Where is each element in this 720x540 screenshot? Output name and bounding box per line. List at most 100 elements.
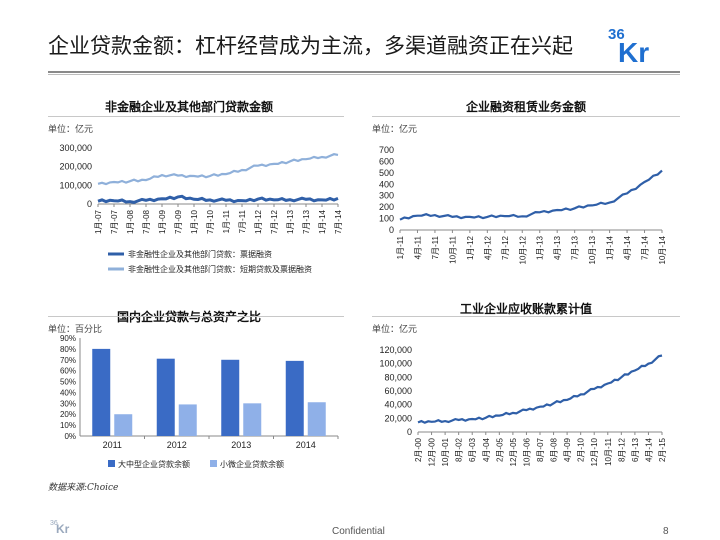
- y-tick-label: 50%: [60, 378, 76, 387]
- svg-text:36: 36: [608, 26, 625, 43]
- y-tick-label: 200: [379, 202, 394, 212]
- x-tick-label: 10月-01: [441, 437, 450, 466]
- x-tick-label: 1月-14: [606, 235, 615, 260]
- chart-ratio: 90% 80% 70% 60% 50%40% 30% 20% 10% 0% 2011 2012 201…: [60, 334, 339, 469]
- chart-nonfin: 300,000 200,000 100,000 01月-07 7月-07 1月-08 7月-…: [59, 143, 343, 274]
- header-rule: [48, 71, 680, 73]
- x-tick-label: 7月-13: [302, 209, 311, 234]
- x-tick-label: 8月-12: [617, 437, 626, 462]
- x-tick-label: 2月-00: [414, 437, 423, 462]
- x-tick-label: 7月-14: [334, 209, 343, 234]
- bar: [92, 348, 111, 436]
- x-tick-label: 6月-03: [468, 437, 477, 462]
- chart-receivable: 120,000100,00080,00060,00040,00020,00002…: [379, 345, 667, 466]
- x-tick-label: 12月-00: [428, 437, 437, 466]
- y-tick-label: 30%: [60, 399, 76, 408]
- chart-rule: [48, 116, 344, 117]
- unit-label: 单位：亿元: [372, 325, 418, 335]
- y-tick-label: 40,000: [384, 400, 412, 410]
- y-tick-label: 200,000: [59, 162, 92, 172]
- x-tick-label: 4月-04: [482, 437, 491, 462]
- x-tick-label: 1月-14: [318, 209, 327, 234]
- chart-title-ratio: 国内企业贷款与总资产之比: [116, 310, 261, 324]
- legend-label: 大中型企业贷款余额: [118, 459, 190, 469]
- slide-title: 企业贷款金额：杠杆经营成为主流，多渠道融资正在兴起: [48, 34, 573, 58]
- x-tick-label: 1月-13: [536, 235, 545, 260]
- x-tick-label: 1月-11: [396, 235, 405, 259]
- x-tick-label: 4月-14: [623, 235, 632, 260]
- x-tick-label: 1月-07: [94, 209, 103, 234]
- y-tick-label: 80%: [60, 345, 76, 354]
- bar: [178, 404, 197, 436]
- series-line: [417, 354, 663, 424]
- y-tick-label: 20,000: [384, 413, 412, 423]
- x-tick-label: 4月-12: [483, 235, 492, 260]
- x-tick-label: 1月-12: [254, 209, 263, 234]
- x-tick-label: 8月-07: [536, 437, 545, 462]
- y-tick-label: 300: [379, 191, 394, 201]
- x-tick-label: 4月-13: [553, 235, 562, 260]
- bar: [114, 414, 133, 436]
- series-line: [399, 169, 663, 221]
- y-tick-label: 500: [379, 168, 394, 178]
- legend-label: 小微企业贷款余额: [220, 459, 284, 469]
- y-tick-label: 100: [379, 214, 394, 224]
- svg-text:Kr: Kr: [618, 37, 649, 64]
- x-tick-label: 7月-14: [641, 235, 650, 260]
- kr-small-logo: 36 Kr: [50, 520, 70, 534]
- chart-title-leasing: 企业融资租赁业务金额: [465, 100, 586, 114]
- x-tick-label: 8月-02: [455, 437, 464, 462]
- legend-label: 非金融性企业及其他部门贷款：短期贷款及票据融资: [128, 264, 312, 274]
- y-tick-label: 100,000: [59, 180, 92, 190]
- x-tick-label: 7月-08: [142, 209, 151, 234]
- y-tick-label: 0: [407, 427, 412, 437]
- series-line: [97, 153, 339, 186]
- y-tick-label: 0: [389, 225, 394, 235]
- x-tick-label: 2012: [167, 440, 187, 450]
- x-tick-label: 1月-12: [466, 235, 475, 260]
- source-note: 数据来源:Choice: [48, 483, 119, 493]
- x-tick-label: 2011: [103, 440, 122, 450]
- unit-label: 单位：百分比: [48, 325, 103, 335]
- x-tick-label: 2月-10: [577, 437, 586, 462]
- chart-rule: [48, 316, 344, 317]
- y-tick-label: 700: [379, 145, 394, 155]
- y-tick-label: 0%: [64, 432, 76, 441]
- x-tick-label: 10月-06: [522, 437, 531, 466]
- x-tick-label: 10月-11: [448, 235, 457, 263]
- x-tick-label: 1月-11: [222, 209, 231, 233]
- unit-label: 单位：亿元: [48, 125, 94, 135]
- kr-logo: 36 Kr: [608, 26, 649, 64]
- y-tick-label: 60,000: [384, 386, 412, 396]
- y-tick-label: 100,000: [379, 359, 412, 369]
- x-tick-label: 4月-09: [563, 437, 572, 462]
- y-tick-label: 600: [379, 156, 394, 166]
- x-tick-label: 10月-12: [518, 235, 527, 264]
- chart-rule: [372, 316, 680, 317]
- x-tick-label: 1月-09: [158, 209, 167, 234]
- x-tick-label: 1月-13: [286, 209, 295, 234]
- y-tick-label: 70%: [60, 356, 76, 365]
- legend-label: 非金融性企业及其他部门贷款：票据融资: [128, 249, 272, 259]
- chart-title-nonfin: 非金融企业及其他部门贷款金额: [104, 100, 273, 114]
- svg-text:36: 36: [50, 520, 58, 527]
- bar: [156, 358, 175, 436]
- x-tick-label: 7月-10: [206, 209, 215, 234]
- x-tick-label: 6月-08: [550, 437, 559, 462]
- y-tick-label: 40%: [60, 388, 76, 397]
- y-tick-label: 400: [379, 179, 394, 189]
- x-tick-label: 1月-08: [126, 209, 135, 234]
- chart-title-receivable: 工业企业应收账款累计值: [459, 302, 592, 316]
- x-tick-label: 10月-14: [658, 235, 667, 264]
- y-tick-label: 0: [87, 199, 92, 209]
- legend-swatch: [210, 460, 217, 467]
- x-tick-label: 10月-11: [604, 437, 613, 465]
- bar: [285, 360, 304, 436]
- y-tick-label: 60%: [60, 367, 76, 376]
- x-tick-label: 4月-11: [413, 235, 422, 259]
- x-tick-label: 12月-10: [590, 437, 599, 466]
- header-rule-thin: [48, 74, 680, 75]
- x-tick-label: 1月-10: [190, 209, 199, 234]
- x-tick-label: 10月-13: [588, 235, 597, 264]
- x-tick-label: 4月-14: [644, 437, 653, 462]
